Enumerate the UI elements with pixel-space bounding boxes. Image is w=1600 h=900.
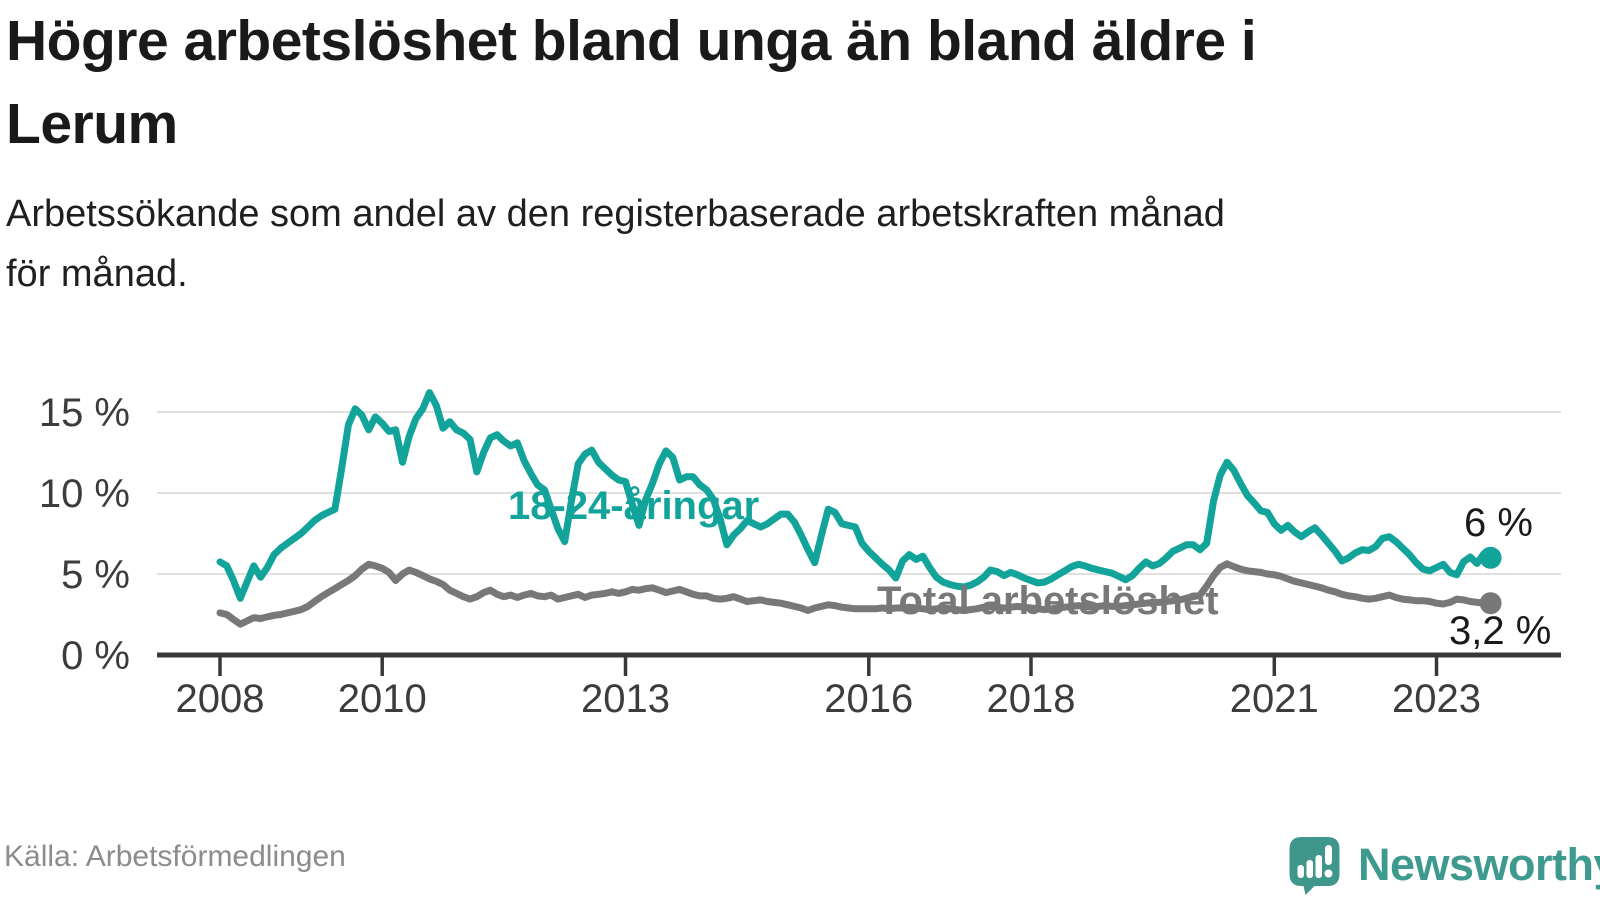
y-tick-label: 10 % <box>39 472 130 516</box>
x-tick-label: 2021 <box>1230 677 1319 721</box>
newsworthy-wordmark: Newsworthy <box>1358 839 1600 890</box>
chart-subtitle-line2: för månad. <box>6 253 188 295</box>
chart-subtitle-line1: Arbetssökande som andel av den registerb… <box>6 193 1225 235</box>
chart-title: Högre arbetslöshet bland unga än bland ä… <box>6 0 1576 166</box>
chart-subtitle: Arbetssökande som andel av den registerb… <box>6 184 1576 304</box>
total-value-label: 3,2 % <box>1449 609 1551 653</box>
x-tick-label: 2013 <box>581 677 670 721</box>
youth-series-line <box>216 389 1495 602</box>
chart-title-line2: Lerum <box>6 92 178 156</box>
axis-layer: 0 % 5 % 10 % 15 % 2008 2010 2013 2016 2018 2021 20… <box>39 391 1561 721</box>
youth-series-label: 18-24-åringar <box>508 484 759 528</box>
series-layer <box>216 389 1502 628</box>
x-tick-label: 2008 <box>176 677 265 721</box>
total-end-dot <box>1479 592 1502 615</box>
youth-value-label: 6 % <box>1464 501 1533 545</box>
y-tick-label: 0 % <box>61 634 130 678</box>
chart-title-line1: Högre arbetslöshet bland unga än bland ä… <box>6 9 1257 73</box>
y-tick-label: 15 % <box>39 391 130 435</box>
x-tick-label: 2018 <box>987 677 1076 721</box>
total-series-line <box>216 560 1495 628</box>
grid-layer <box>157 411 1561 575</box>
newsworthy-icon <box>1289 837 1340 895</box>
x-tick-label: 2016 <box>824 677 913 721</box>
source-note: Källa: Arbetsförmedlingen <box>4 840 346 873</box>
total-series-label: Total arbetslöshet <box>877 579 1219 623</box>
x-tick-label: 2023 <box>1392 677 1481 721</box>
y-tick-label: 5 % <box>61 553 130 597</box>
newsworthy-logo[interactable]: Newsworthy <box>1286 834 1600 896</box>
youth-end-dot <box>1479 546 1502 569</box>
x-tick-label: 2010 <box>338 677 427 721</box>
